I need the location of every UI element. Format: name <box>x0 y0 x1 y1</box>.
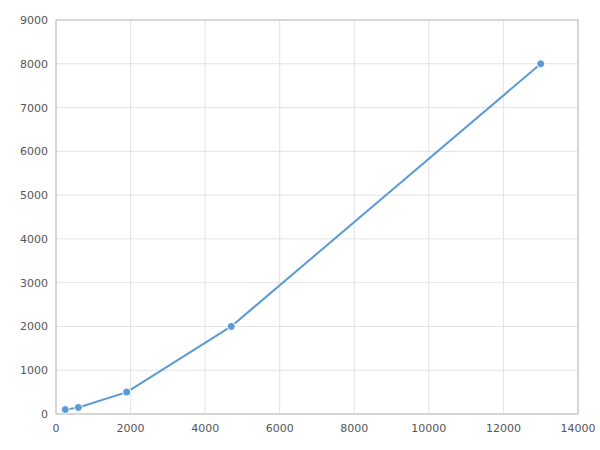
x-tick-label: 2000 <box>117 422 145 435</box>
point-marker <box>123 388 131 396</box>
y-grid-line <box>56 370 578 371</box>
point-marker <box>537 60 545 68</box>
x-tick-label: 12000 <box>486 422 521 435</box>
y-grid-line <box>56 195 578 196</box>
x-tick-label: 8000 <box>340 422 368 435</box>
y-grid-line <box>56 107 578 108</box>
y-grid-line <box>56 282 578 283</box>
x-grid-line <box>205 20 206 414</box>
x-grid-line <box>503 20 504 414</box>
plot-frame <box>56 20 578 414</box>
x-grid-line <box>130 20 131 414</box>
x-grid-line <box>279 20 280 414</box>
y-tick-label: 6000 <box>20 145 48 158</box>
x-tick-label: 6000 <box>266 422 294 435</box>
y-grid-line <box>56 326 578 327</box>
grid <box>56 20 578 414</box>
y-tick-label: 3000 <box>20 277 48 290</box>
series-line <box>65 64 540 410</box>
x-tick-label: 10000 <box>411 422 446 435</box>
x-grid-line <box>354 20 355 414</box>
y-grid-line <box>56 151 578 152</box>
x-tick-label: 4000 <box>191 422 219 435</box>
chart-svg: 0 2000 4000 6000 8000 10000 12000 14000 0 1000 200… <box>0 0 600 450</box>
y-tick-label: 7000 <box>20 102 48 115</box>
y-tick-label: 9000 <box>20 14 48 27</box>
y-tick-label: 4000 <box>20 233 48 246</box>
x-tick-label: 0 <box>53 422 60 435</box>
y-grid-line <box>56 63 578 64</box>
y-tick-label: 8000 <box>20 58 48 71</box>
axes: 0 2000 4000 6000 8000 10000 12000 14000 0 1000 200… <box>20 14 596 435</box>
data-area <box>61 60 544 414</box>
x-tick-label: 14000 <box>561 422 596 435</box>
y-tick-label: 1000 <box>20 364 48 377</box>
point-marker <box>227 322 235 330</box>
chart-container: 0 2000 4000 6000 8000 10000 12000 14000 0 1000 200… <box>0 0 600 450</box>
y-tick-label: 5000 <box>20 189 48 202</box>
point-marker <box>61 406 69 414</box>
x-grid-line <box>428 20 429 414</box>
y-tick-label: 2000 <box>20 320 48 333</box>
y-tick-label: 0 <box>41 408 48 421</box>
point-marker <box>74 403 82 411</box>
y-grid-line <box>56 238 578 239</box>
